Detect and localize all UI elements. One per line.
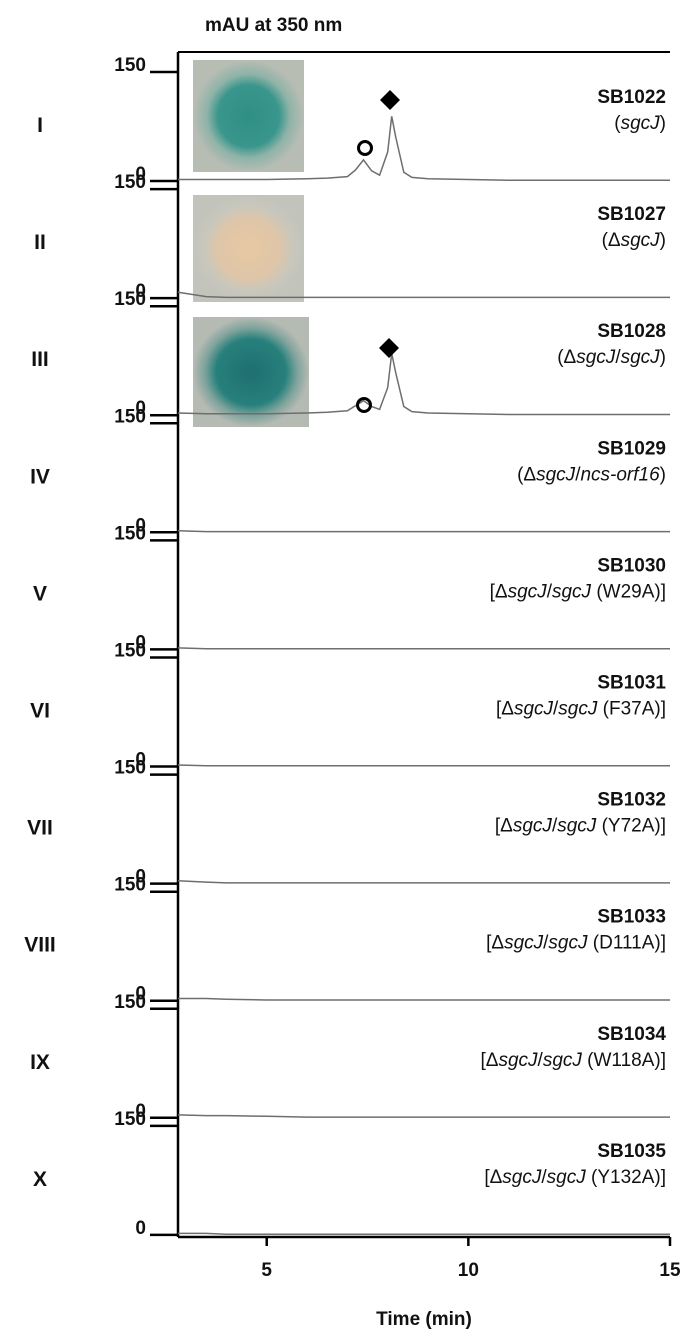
genotype-part: sgcJ (498, 1050, 538, 1071)
genotype-part: sgcJ (508, 581, 548, 602)
genotype-part: sgcJ (621, 347, 661, 368)
strain-label: SB1032 (597, 790, 666, 811)
panel-label: X (33, 1168, 47, 1191)
genotype-label: (ΔsgcJ/sgcJ) (557, 347, 666, 368)
trace (178, 881, 670, 883)
y-tick-label: 150 (114, 875, 146, 896)
panel-label: IV (30, 465, 50, 488)
strain-label: SB1027 (597, 204, 666, 225)
y-tick-label: 150 (114, 1109, 146, 1130)
y-tick-label: 150 (114, 406, 146, 427)
strain-label: SB1028 (597, 321, 666, 342)
y-tick-label: 150 (114, 992, 146, 1013)
genotype-part: (Δ (557, 347, 576, 368)
genotype-part: ) (660, 347, 666, 368)
genotype-part: (W29A)] (591, 581, 666, 602)
y-tick-label: 150 (114, 289, 146, 310)
genotype-part: [Δ (495, 816, 513, 837)
genotype-part: sgcJ (502, 1167, 542, 1188)
strain-label: SB1035 (597, 1141, 666, 1162)
genotype-label: [ΔsgcJ/sgcJ (Y132A)] (484, 1167, 666, 1188)
panel-label: VIII (24, 934, 56, 957)
genotype-part: sgcJ (514, 699, 554, 720)
y-axis-label: mAU at 350 nm (205, 15, 342, 36)
genotype-label: [ΔsgcJ/sgcJ (D111A)] (486, 933, 666, 954)
y-tick-label: 150 (114, 55, 146, 76)
strain-label: SB1022 (597, 87, 666, 108)
genotype-part: ncs-orf16 (580, 464, 660, 485)
strain-label: SB1031 (597, 673, 666, 694)
strain-label: SB1034 (597, 1024, 666, 1045)
strain-label: SB1033 (597, 907, 666, 928)
panel-label: VI (30, 700, 50, 723)
genotype-part: sgcJ (552, 581, 592, 602)
peak-marker-diamond (379, 338, 399, 358)
genotype-label: (ΔsgcJ) (602, 230, 666, 251)
genotype-part: [Δ (490, 581, 508, 602)
genotype-part: (F37A)] (597, 699, 666, 720)
genotype-label: (ΔsgcJ/ncs-orf16) (517, 464, 666, 485)
genotype-part: sgcJ (558, 699, 598, 720)
genotype-part: (Y132A)] (586, 1167, 666, 1188)
genotype-part: (Δ (602, 230, 621, 251)
y-tick-label: 150 (114, 523, 146, 544)
genotype-part: sgcJ (621, 113, 661, 134)
peak-marker-diamond (380, 90, 400, 110)
genotype-part: sgcJ (543, 1050, 583, 1071)
plate-inset (193, 195, 304, 302)
x-axis-label: Time (min) (376, 1309, 472, 1330)
genotype-part: ) (660, 230, 666, 251)
y-tick-label: 0 (135, 1218, 146, 1239)
genotype-part: (W118A)] (582, 1050, 666, 1071)
plate-inset (193, 60, 304, 172)
genotype-part: ) (660, 113, 666, 134)
genotype-part: sgcJ (557, 816, 597, 837)
genotype-part: (D111A)] (588, 933, 667, 954)
genotype-part: sgcJ (547, 1167, 587, 1188)
trace (178, 765, 670, 766)
x-tick-label: 15 (659, 1260, 681, 1281)
genotype-label: (sgcJ) (614, 113, 666, 134)
genotype-part: sgcJ (513, 816, 553, 837)
panel-label: V (33, 582, 47, 605)
genotype-part: sgcJ (576, 347, 616, 368)
y-tick-label: 150 (114, 641, 146, 662)
peak-marker-circle (359, 142, 372, 155)
genotype-label: [ΔsgcJ/sgcJ (Y72A)] (495, 816, 666, 837)
genotype-label: [ΔsgcJ/sgcJ (W29A)] (490, 581, 666, 602)
genotype-label: [ΔsgcJ/sgcJ (F37A)] (496, 699, 666, 720)
genotype-part: (Y72A)] (596, 816, 666, 837)
plate-inset (193, 317, 309, 427)
panel-label: II (34, 231, 46, 254)
strain-label: SB1029 (597, 438, 666, 459)
genotype-part: (Δ (517, 464, 536, 485)
genotype-part: [Δ (486, 933, 504, 954)
trace (178, 531, 670, 532)
genotype-part: [Δ (496, 699, 514, 720)
x-tick-label: 5 (261, 1260, 272, 1281)
panel-label: III (31, 348, 49, 371)
trace (178, 1233, 670, 1234)
genotype-part: sgcJ (504, 933, 544, 954)
panel-label: IX (30, 1051, 50, 1074)
trace (178, 1115, 670, 1117)
genotype-part: sgcJ (621, 230, 661, 251)
strain-label: SB1030 (597, 555, 666, 576)
trace (178, 999, 670, 1001)
panel-label: VII (27, 817, 53, 840)
trace (178, 648, 670, 649)
panel-label: I (37, 114, 43, 137)
genotype-part: ) (660, 464, 666, 485)
genotype-part: sgcJ (548, 933, 588, 954)
y-tick-label: 150 (114, 758, 146, 779)
x-tick-label: 10 (458, 1260, 479, 1281)
genotype-label: [ΔsgcJ/sgcJ (W118A)] (480, 1050, 666, 1071)
genotype-part: sgcJ (536, 464, 576, 485)
genotype-part: [Δ (480, 1050, 498, 1071)
chart: mAU at 350 nm Time (min) 510150150ISB102… (0, 0, 690, 1343)
genotype-part: [Δ (484, 1167, 502, 1188)
y-tick-label: 150 (114, 172, 146, 193)
